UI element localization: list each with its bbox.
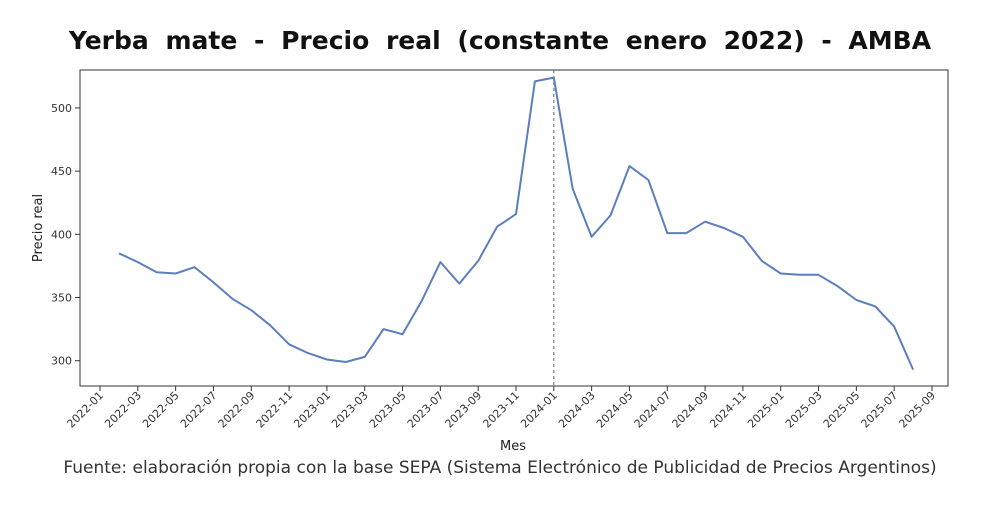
x-tick-label: 2024-03 <box>556 389 598 431</box>
series-line-precio-real <box>118 76 915 371</box>
x-tick-label: 2023-11 <box>480 389 522 431</box>
x-tick-label: 2023-07 <box>405 389 447 431</box>
plot-area-frame <box>79 69 949 387</box>
x-tick-label: 2023-05 <box>367 389 409 431</box>
x-tick-label: 2024-09 <box>670 389 712 431</box>
source-note: Fuente: elaboración propia con la base S… <box>63 458 937 478</box>
x-tick-label: 2023-09 <box>443 389 485 431</box>
x-tick-label: 2025-03 <box>783 389 825 431</box>
x-tick-label: 2022-03 <box>102 389 144 431</box>
y-axis-label: Precio real <box>31 194 46 262</box>
x-tick-label: 2025-01 <box>745 389 787 431</box>
x-tick-label: 2024-01 <box>518 389 560 431</box>
x-tick-label: 2022-07 <box>178 389 220 431</box>
x-tick-label: 2024-05 <box>594 389 636 431</box>
x-tick-label: 2022-09 <box>216 389 258 431</box>
x-tick-label: 2022-01 <box>64 389 106 431</box>
chart-title: Yerba mate - Precio real (constante ener… <box>68 26 932 55</box>
x-tick-label: 2022-05 <box>140 389 182 431</box>
x-axis-label: Mes <box>500 439 526 454</box>
x-tick-label: 2022-11 <box>254 389 296 431</box>
y-tick-label: 300 <box>51 355 72 368</box>
x-tick-label: 2024-11 <box>707 389 749 431</box>
x-tick-label: 2025-07 <box>859 389 901 431</box>
y-tick-label: 350 <box>51 292 72 305</box>
y-axis: 300 350 400 450 500 <box>51 102 80 368</box>
y-tick-label: 500 <box>51 102 72 115</box>
x-tick-label: 2024-07 <box>632 389 674 431</box>
x-axis: 2022-012022-032022-052022-072022-092022-… <box>64 386 938 431</box>
x-tick-label: 2025-09 <box>896 389 938 431</box>
x-tick-label: 2025-05 <box>821 389 863 431</box>
x-tick-label: 2023-03 <box>329 389 371 431</box>
x-tick-label: 2023-01 <box>291 389 333 431</box>
y-tick-label: 400 <box>51 228 72 241</box>
y-tick-label: 450 <box>51 165 72 178</box>
